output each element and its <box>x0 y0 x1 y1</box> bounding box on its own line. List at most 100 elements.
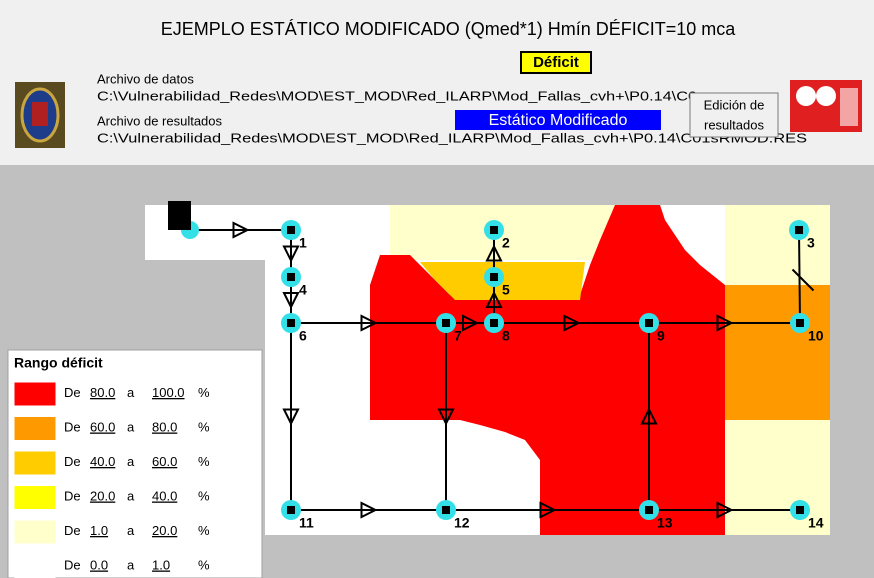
legend-unit: % <box>198 420 210 435</box>
edit-results-button[interactable]: Edición de resultados <box>689 92 779 138</box>
legend-prefix: De <box>64 489 81 504</box>
flow-arrow <box>282 245 300 263</box>
map-zone <box>370 205 725 535</box>
node-label: 5 <box>502 282 510 298</box>
legend-unit: % <box>198 523 210 538</box>
map-zone <box>145 205 270 260</box>
node-label: 1 <box>299 235 307 251</box>
institute-logo <box>790 80 862 132</box>
legend-connector: a <box>127 420 135 435</box>
flow-arrow <box>282 408 300 426</box>
node-label: 4 <box>299 282 307 298</box>
legend-connector: a <box>127 489 135 504</box>
legend-prefix: De <box>64 454 81 469</box>
legend-row: De 60.0 a 80.0% <box>64 420 210 435</box>
legend-to: 100.0 <box>152 385 185 400</box>
legend-swatch <box>14 417 56 440</box>
logo-detail <box>816 86 836 106</box>
flow-arrow <box>791 268 815 292</box>
legend-unit: % <box>198 454 210 469</box>
legend-unit: % <box>198 489 210 504</box>
flow-arrow <box>485 244 503 262</box>
map-zone <box>725 420 830 535</box>
node-label: 12 <box>454 515 470 531</box>
button-label[interactable]: resultados <box>704 117 764 132</box>
legend-prefix: De <box>64 385 81 400</box>
logo-detail <box>840 88 858 126</box>
flow-arrow <box>437 408 455 426</box>
flow-arrow <box>563 314 581 332</box>
node-core <box>490 273 498 281</box>
node-core <box>490 226 498 234</box>
legend-swatch <box>14 382 56 406</box>
node-core <box>287 226 295 234</box>
window-title: EJEMPLO ESTÁTICO MODIFICADO (Qmed*1) Hmí… <box>161 19 737 39</box>
node-core <box>796 506 804 514</box>
legend-from: 40.0 <box>90 454 115 469</box>
node-label: 10 <box>808 328 824 344</box>
legend-from: 0.0 <box>90 558 108 573</box>
button-frame[interactable] <box>689 92 779 138</box>
node-label: 7 <box>454 328 462 344</box>
legend-prefix: De <box>64 420 81 435</box>
node-core <box>645 319 653 327</box>
legend-row: De 1.0 a 20.0% <box>64 523 210 538</box>
legend-to: 60.0 <box>152 454 177 469</box>
node-label: 3 <box>807 235 815 251</box>
legend-swatch <box>14 451 56 475</box>
legend-row: De 40.0 a 60.0% <box>64 454 210 469</box>
pipes <box>190 221 815 519</box>
node-core <box>442 319 450 327</box>
legend-to: 80.0 <box>152 420 177 435</box>
university-logo <box>15 82 65 148</box>
flow-arrow <box>360 314 378 332</box>
node-core <box>287 273 295 281</box>
logo-detail <box>32 102 48 126</box>
result-file-path: C:\Vulnerabilidad_Redes\MOD\EST_MOD\Red_… <box>97 130 807 145</box>
flow-arrow <box>462 314 480 332</box>
legend-to: 20.0 <box>152 523 177 538</box>
legend-row: De 0.0 a 1.0% <box>64 558 210 573</box>
mode-badge-bg <box>455 110 661 130</box>
node-label: 11 <box>299 515 314 531</box>
legend-title: Rango déficit <box>14 355 103 371</box>
logo-detail <box>796 86 816 106</box>
node-label: 8 <box>502 328 510 344</box>
node-label: 13 <box>657 515 673 531</box>
legend-unit: % <box>198 558 210 573</box>
node-core <box>796 319 804 327</box>
data-file-label: Archivo de datos <box>97 71 194 86</box>
legend-row: De 80.0 a 100.0% <box>64 385 210 400</box>
flow-arrow <box>716 314 734 332</box>
legend-swatch <box>14 486 56 509</box>
node-core <box>287 506 295 514</box>
status-badge-bg <box>520 51 592 74</box>
deficit-map <box>145 205 830 535</box>
legend-from: 80.0 <box>90 385 115 400</box>
reservoir <box>168 201 191 230</box>
node-label: 9 <box>657 328 665 344</box>
legend-connector: a <box>127 523 135 538</box>
node-core <box>287 319 295 327</box>
node-core <box>490 319 498 327</box>
flow-arrow <box>360 501 378 519</box>
legend-connector: a <box>127 558 135 573</box>
flow-arrow <box>539 501 557 519</box>
status-badge: Déficit <box>533 54 579 71</box>
node-core <box>795 226 803 234</box>
flow-arrow <box>282 292 300 310</box>
node-core <box>645 506 653 514</box>
button-label[interactable]: Edición de <box>704 97 765 112</box>
data-file-path: C:\Vulnerabilidad_Redes\MOD\EST_MOD\Red_… <box>97 88 697 103</box>
map-zone <box>725 205 830 285</box>
legend-prefix: De <box>64 523 81 538</box>
legend-to: 1.0 <box>152 558 170 573</box>
legend-to: 40.0 <box>152 489 177 504</box>
legend-row: De 20.0 a 40.0% <box>64 489 210 504</box>
node-label: 6 <box>299 328 307 344</box>
legend-connector: a <box>127 454 135 469</box>
legend-connector: a <box>127 385 135 400</box>
legend-prefix: De <box>64 558 81 573</box>
